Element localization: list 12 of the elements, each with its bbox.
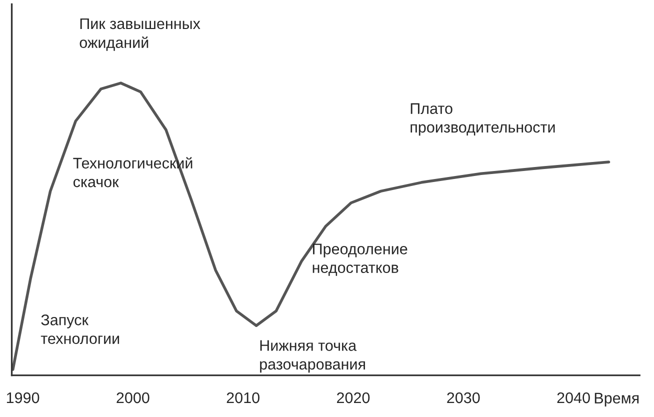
x-tick-label: 2000	[116, 392, 150, 404]
annotation: Пик завышенных ожиданий	[80, 18, 200, 51]
annotation: Преодоление недостатков	[312, 244, 408, 276]
x-tick-label: 2030	[447, 392, 480, 404]
annotation: Запуск технологии	[40, 314, 120, 344]
x-tick-label: 2020	[337, 392, 370, 404]
x-tick-label: 2010	[226, 392, 260, 404]
x-tick-label: 1990	[6, 392, 40, 404]
annotation: Нижняя точка разочарования	[260, 340, 365, 373]
annotation: Плато производительности	[410, 103, 555, 136]
x-tick-label: 2040	[557, 392, 590, 404]
x-axis-title: Время	[594, 392, 639, 407]
